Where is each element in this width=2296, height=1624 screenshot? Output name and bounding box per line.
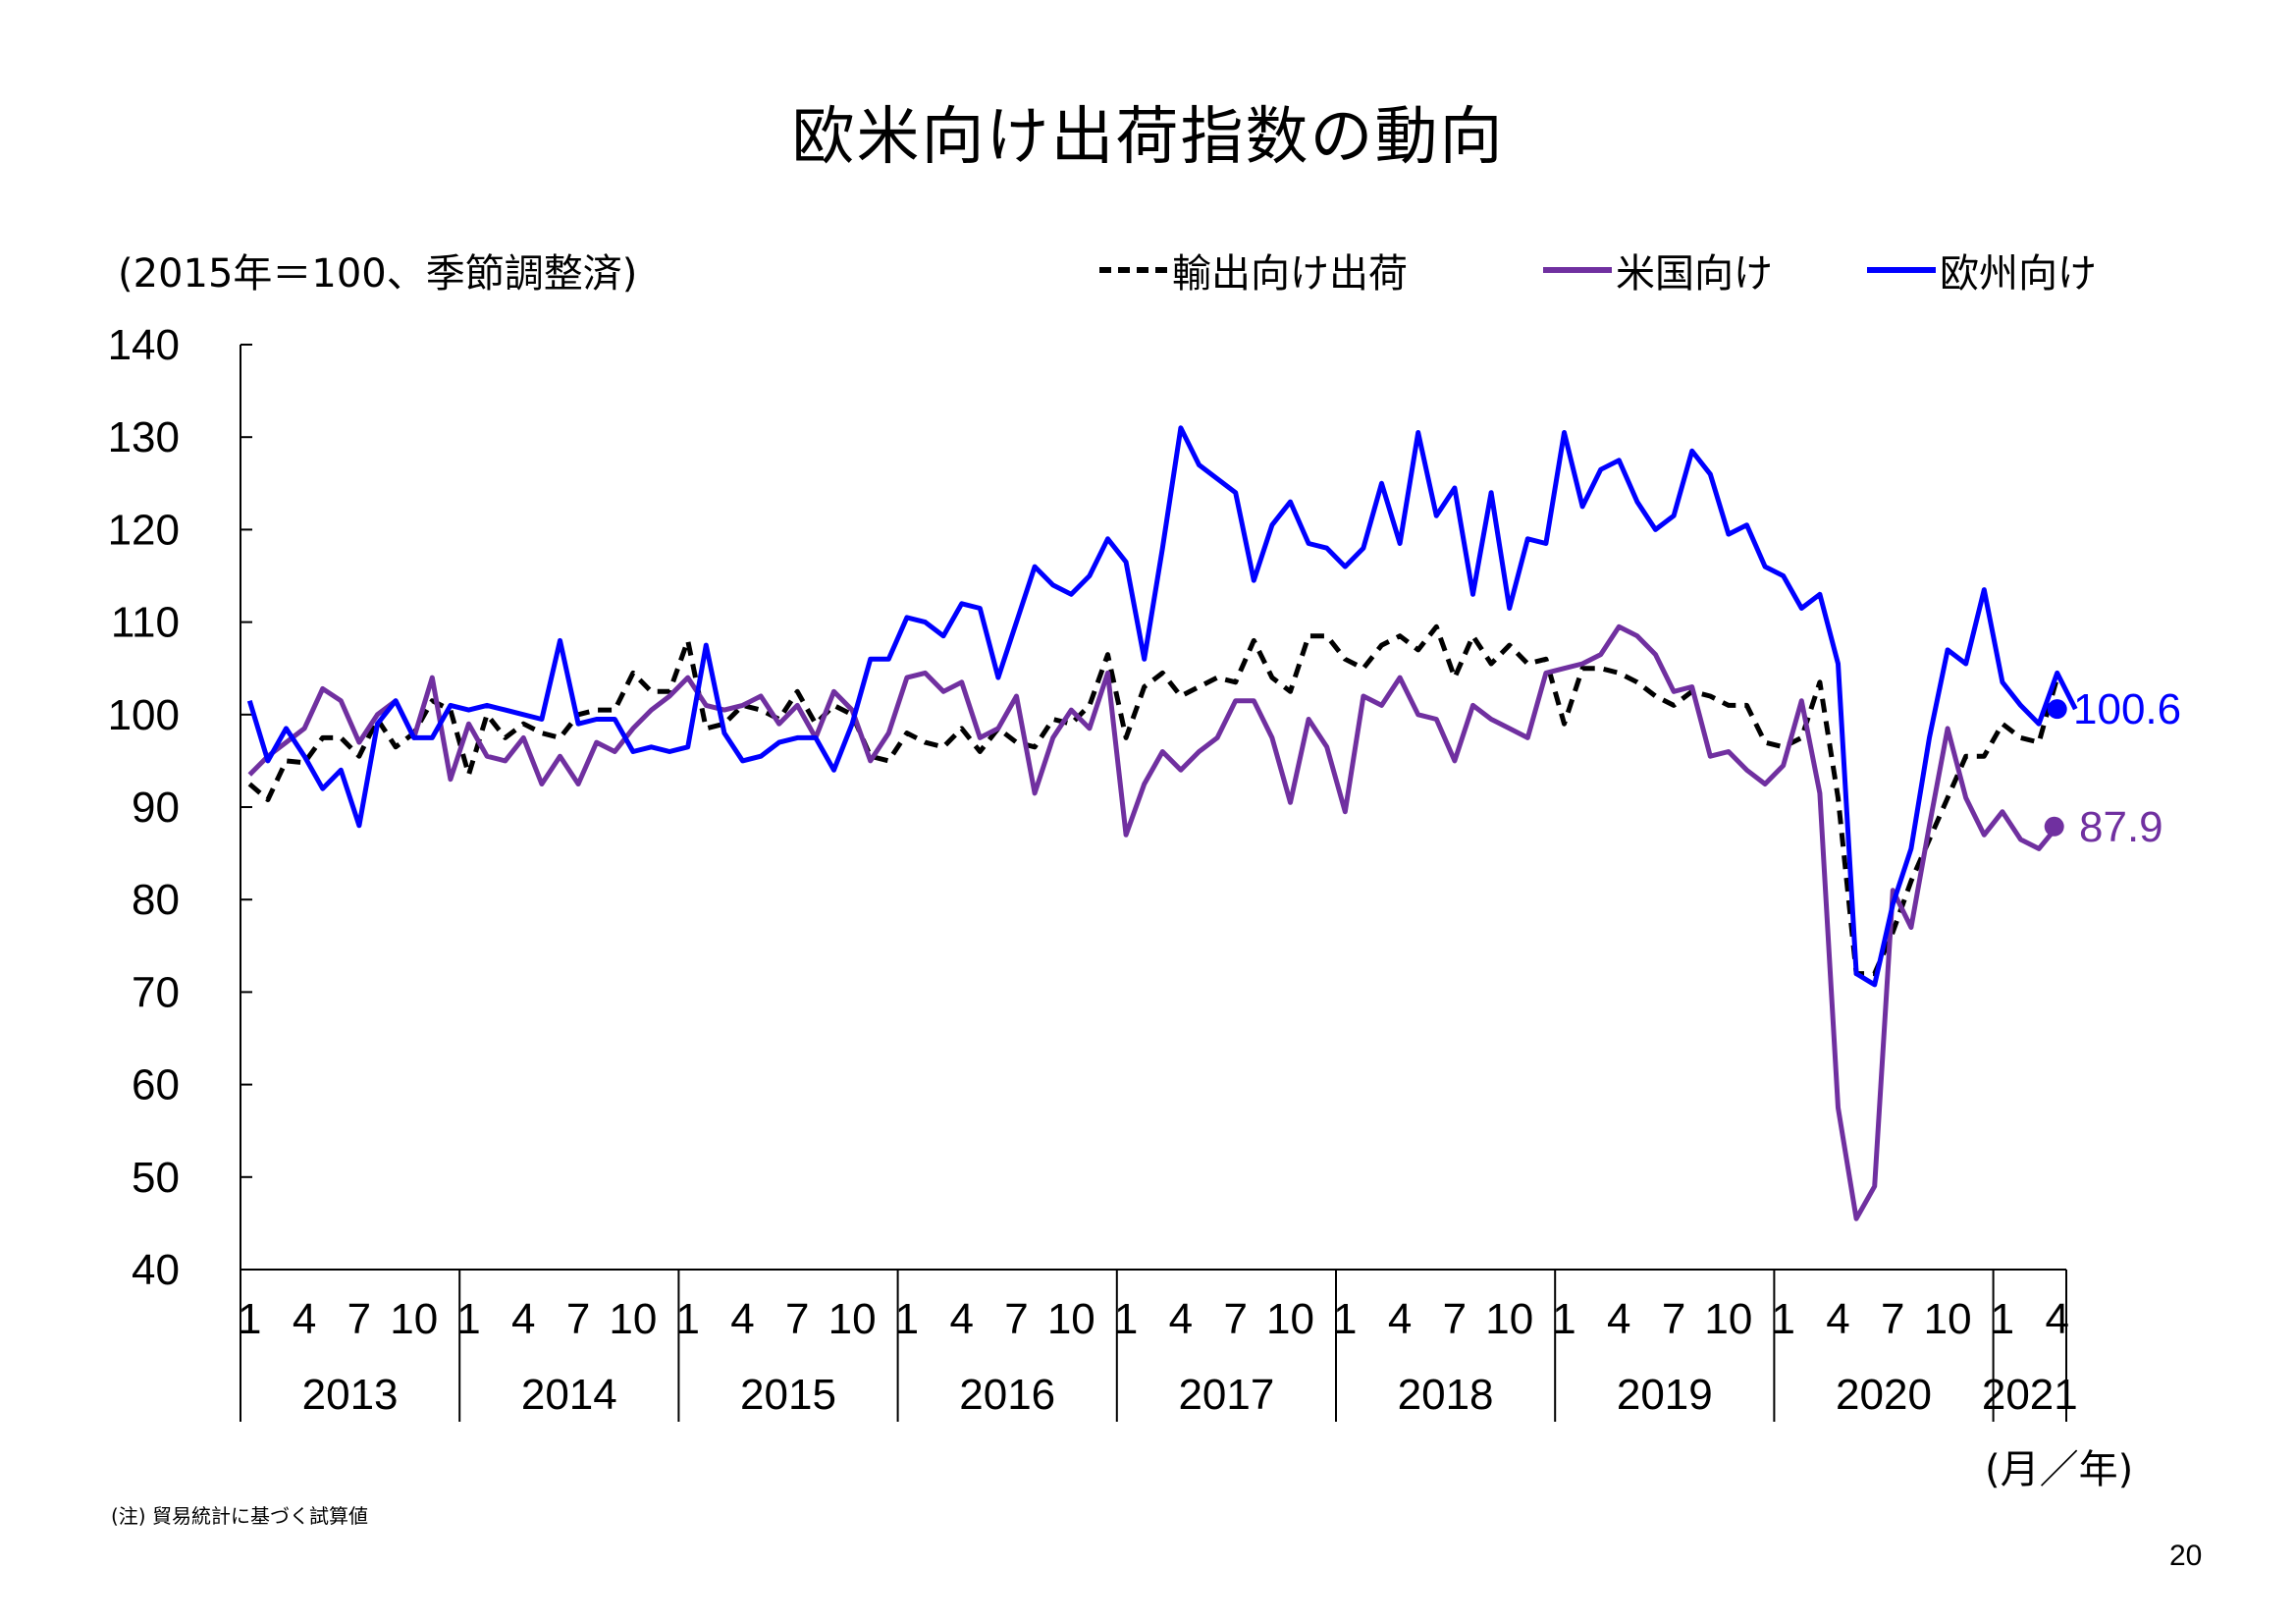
year-label: 2015 bbox=[740, 1371, 836, 1419]
series-line-exports bbox=[247, 623, 2060, 977]
year-label: 2017 bbox=[1178, 1371, 1274, 1419]
month-tick-label: 7 bbox=[785, 1295, 809, 1343]
month-tick-label: 7 bbox=[1443, 1295, 1467, 1343]
month-tick-label: 7 bbox=[1004, 1295, 1028, 1343]
month-tick-label: 10 bbox=[609, 1295, 657, 1343]
year-label: 2013 bbox=[302, 1371, 399, 1419]
month-tick-label: 4 bbox=[1826, 1295, 1849, 1343]
month-tick-label: 1 bbox=[675, 1295, 699, 1343]
year-label: 2020 bbox=[1836, 1371, 1932, 1419]
legend-swatch-usa bbox=[1543, 267, 1612, 273]
month-tick-label: 4 bbox=[2045, 1295, 2068, 1343]
month-tick-label: 7 bbox=[1881, 1295, 1904, 1343]
footnote: (注) 貿易統計に基づく試算値 bbox=[111, 1504, 368, 1528]
month-tick-label: 4 bbox=[1607, 1295, 1630, 1343]
y-tick-label: 110 bbox=[111, 599, 180, 647]
y-tick-label: 40 bbox=[132, 1246, 180, 1294]
month-tick-label: 1 bbox=[1552, 1295, 1575, 1343]
month-tick-label: 1 bbox=[1771, 1295, 1794, 1343]
month-tick-label: 10 bbox=[1704, 1295, 1752, 1343]
month-tick-label: 10 bbox=[1924, 1295, 1972, 1343]
end-label-europe: 100.6 bbox=[2073, 685, 2181, 733]
month-tick-label: 7 bbox=[1223, 1295, 1247, 1343]
y-tick-label: 80 bbox=[132, 876, 180, 924]
legend-item-europe: 欧州向け bbox=[1865, 242, 2097, 298]
y-tick-label: 60 bbox=[132, 1061, 180, 1110]
legend-label-usa: 米国向け bbox=[1616, 251, 1773, 297]
legend-label-europe: 欧州向け bbox=[1940, 251, 2097, 297]
y-tick-label: 120 bbox=[108, 506, 180, 554]
chart-title: 欧米向け出荷指数の動向 bbox=[791, 101, 1505, 174]
end-marker-europe bbox=[2047, 699, 2067, 720]
month-tick-label: 7 bbox=[347, 1295, 371, 1343]
month-tick-label: 4 bbox=[1169, 1295, 1193, 1343]
month-tick-label: 1 bbox=[238, 1295, 261, 1343]
month-tick-label: 10 bbox=[828, 1295, 877, 1343]
end-label-usa: 87.9 bbox=[2079, 803, 2163, 851]
y-tick-label: 140 bbox=[108, 321, 180, 369]
unit-note: (2015年＝100、季節調整済) bbox=[118, 251, 638, 297]
month-tick-label: 10 bbox=[1485, 1295, 1533, 1343]
y-tick-label: 70 bbox=[132, 968, 180, 1016]
year-label: 2018 bbox=[1398, 1371, 1494, 1419]
legend-swatch-europe bbox=[1867, 267, 1936, 273]
y-tick-label: 50 bbox=[132, 1154, 180, 1202]
month-tick-label: 4 bbox=[1388, 1295, 1412, 1343]
month-tick-label: 10 bbox=[1266, 1295, 1314, 1343]
legend-item-exports: 輸出向け出荷 bbox=[1097, 242, 1408, 298]
month-tick-label: 10 bbox=[1047, 1295, 1095, 1343]
year-label: 2016 bbox=[959, 1371, 1055, 1419]
month-tick-label: 1 bbox=[1333, 1295, 1357, 1343]
x-axis-unit: (月／年) bbox=[1985, 1447, 2134, 1492]
year-label: 2014 bbox=[521, 1371, 617, 1419]
legend-swatch-exports bbox=[1099, 267, 1168, 273]
month-tick-label: 7 bbox=[1662, 1295, 1685, 1343]
month-tick-label: 4 bbox=[511, 1295, 535, 1343]
month-tick-label: 1 bbox=[1114, 1295, 1138, 1343]
month-tick-label: 1 bbox=[456, 1295, 480, 1343]
y-tick-label: 130 bbox=[108, 413, 180, 461]
month-tick-label: 4 bbox=[730, 1295, 754, 1343]
month-tick-label: 7 bbox=[566, 1295, 590, 1343]
series-line-europe bbox=[246, 425, 2078, 988]
month-tick-label: 4 bbox=[949, 1295, 973, 1343]
legend-label-exports: 輸出向け出荷 bbox=[1172, 251, 1408, 297]
page-number: 20 bbox=[2169, 1540, 2203, 1572]
year-label: 2019 bbox=[1617, 1371, 1713, 1419]
year-label: 2021 bbox=[1982, 1371, 2078, 1419]
legend-item-usa: 米国向け bbox=[1541, 242, 1773, 298]
month-tick-label: 1 bbox=[895, 1295, 919, 1343]
month-tick-label: 1 bbox=[1991, 1295, 2014, 1343]
month-tick-label: 4 bbox=[293, 1295, 316, 1343]
end-marker-usa bbox=[2044, 816, 2064, 837]
month-tick-label: 10 bbox=[390, 1295, 438, 1343]
series-line-usa bbox=[247, 623, 2059, 1221]
y-tick-label: 90 bbox=[132, 784, 180, 832]
y-tick-label: 100 bbox=[108, 691, 180, 739]
